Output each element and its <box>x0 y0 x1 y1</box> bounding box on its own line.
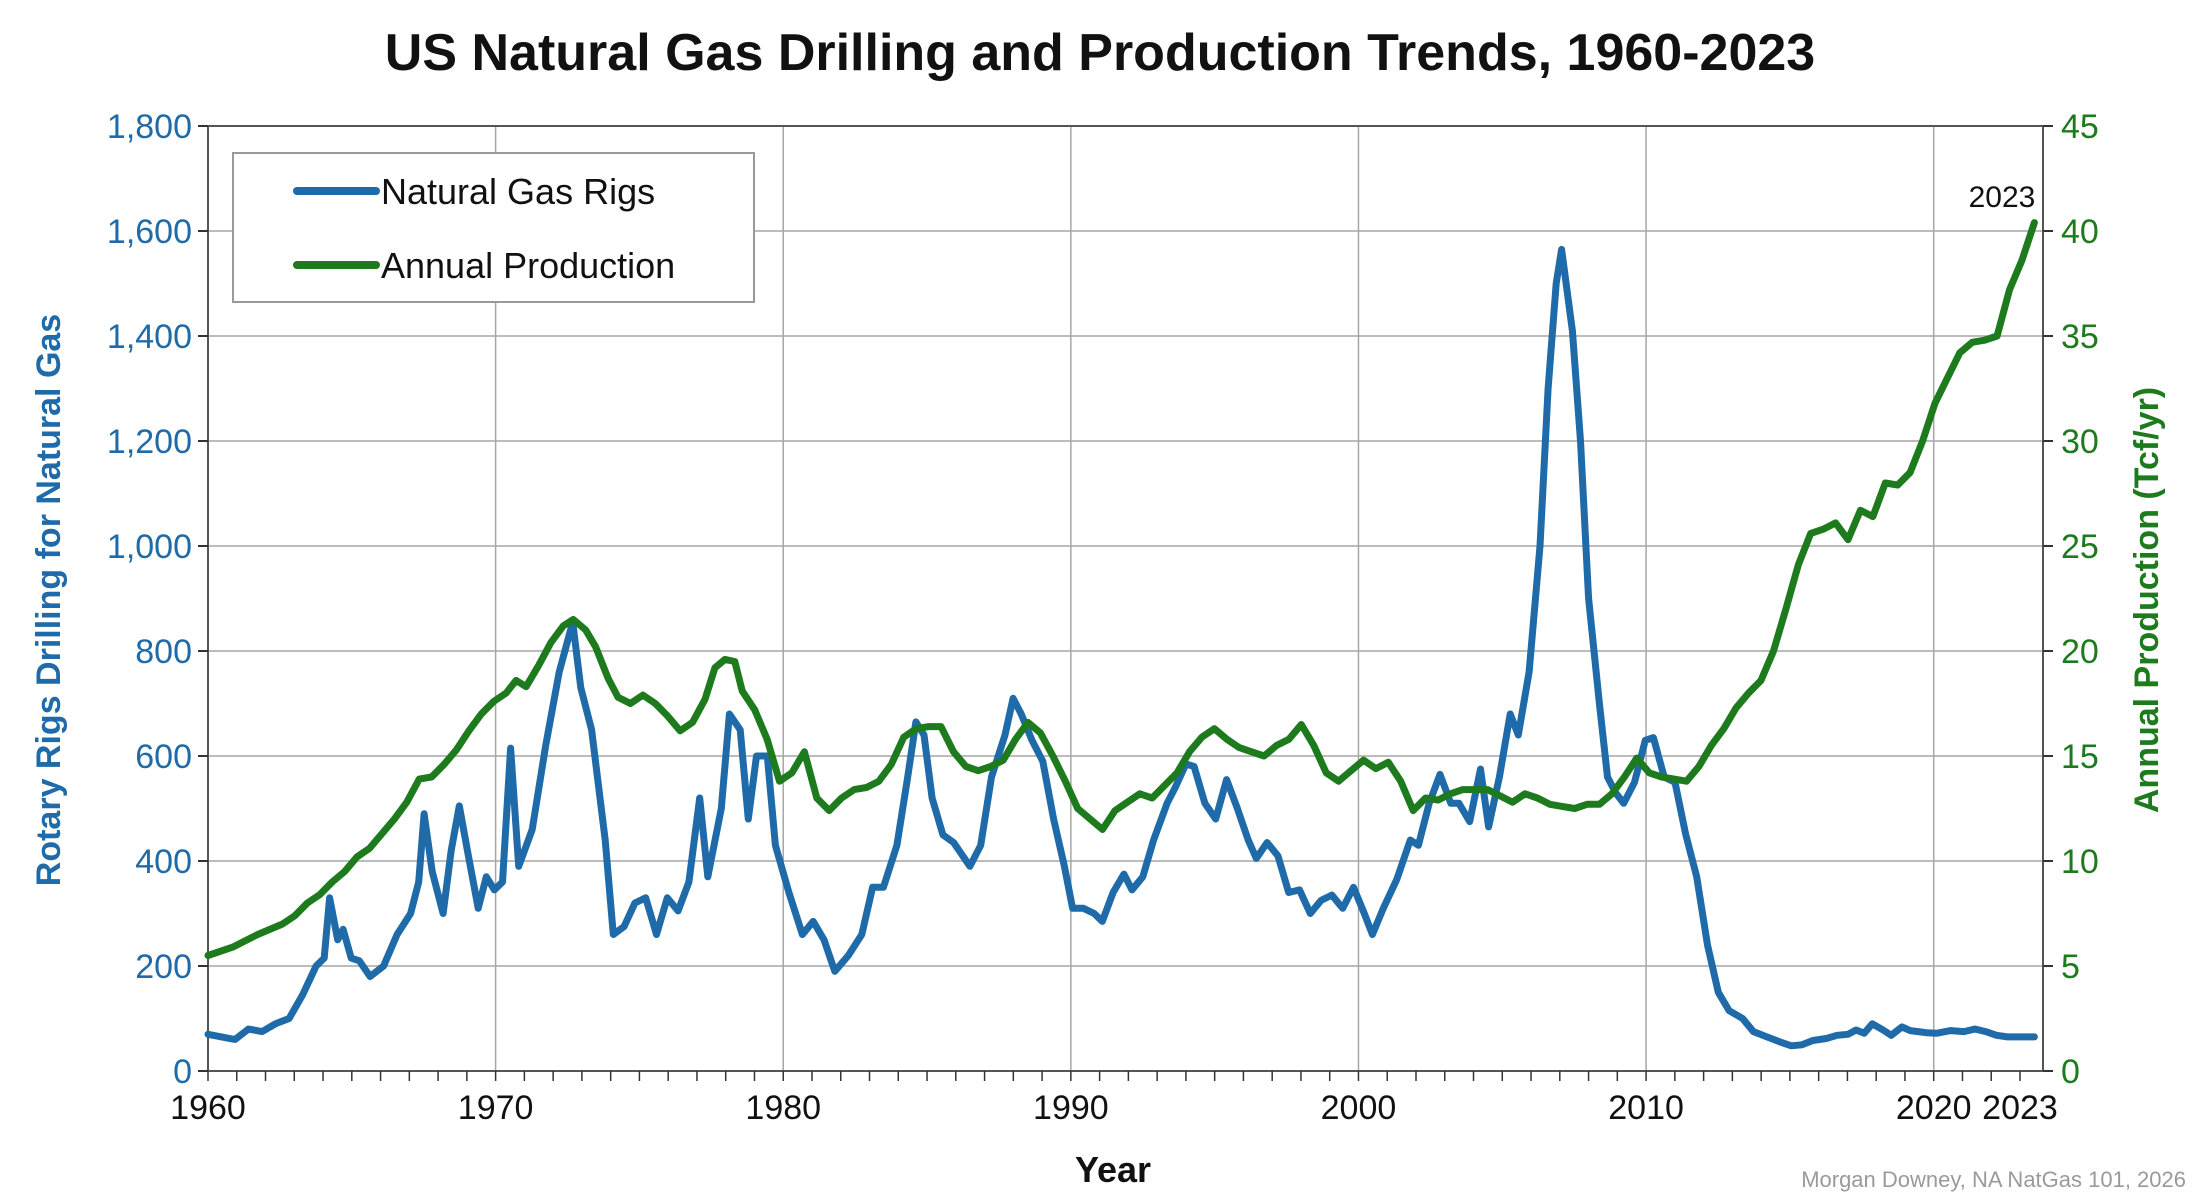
series-line-natural-gas-rigs <box>204 245 2038 1050</box>
x-tick-label: 1970 <box>458 1089 534 1127</box>
y-left-tick-label: 400 <box>135 843 192 881</box>
right-axis-title: Annual Production (Tcf/yr) <box>2128 387 2166 813</box>
legend-label-rigs: Natural Gas Rigs <box>381 171 655 212</box>
y-left-tick-label: 1,800 <box>107 108 192 146</box>
y-right-tick-label: 30 <box>2061 423 2099 461</box>
plot-frame <box>207 125 2044 1072</box>
y-right-tick-label: 35 <box>2061 318 2099 356</box>
x-tick-label: 2020 <box>1896 1089 1972 1127</box>
y-right-tick-label: 10 <box>2061 843 2099 881</box>
y-right-tick-label: 40 <box>2061 213 2099 251</box>
x-tick-label: 2010 <box>1608 1089 1684 1127</box>
y-right-tick-label: 0 <box>2061 1053 2080 1091</box>
x-tick-label: 1980 <box>745 1089 821 1127</box>
legend: Natural Gas Rigs Annual Production <box>232 152 755 303</box>
axes <box>207 125 2044 1072</box>
y-left-tick-label: 1,000 <box>107 528 192 566</box>
y-right-tick-label: 45 <box>2061 108 2099 146</box>
annotation-2023: 2023 <box>1969 181 2036 214</box>
series-line-annual-production <box>204 219 2038 959</box>
y-right-tick-label: 20 <box>2061 633 2099 671</box>
y-left-tick-label: 600 <box>135 738 192 776</box>
x-axis-title: Year <box>1075 1149 1151 1190</box>
series-layer <box>204 219 2038 1050</box>
y-left-tick-label: 1,600 <box>107 213 192 251</box>
tick-labels: 0 200 400 600 800 1,000 1,200 1,400 1,600 1,800 0 5… <box>107 108 2099 1127</box>
y-left-tick-label: 0 <box>173 1053 192 1091</box>
y-right-tick-label: 5 <box>2061 948 2080 986</box>
legend-label-production: Annual Production <box>381 245 675 286</box>
x-tick-label: 2000 <box>1321 1089 1397 1127</box>
y-right-tick-label: 15 <box>2061 738 2099 776</box>
credit-text: Morgan Downey, NA NatGas 101, 2026 <box>1801 1167 2186 1192</box>
x-tick-label: 1960 <box>170 1089 246 1127</box>
tick-marks <box>198 125 2053 1081</box>
y-left-tick-label: 800 <box>135 633 192 671</box>
chart-title: US Natural Gas Drilling and Production T… <box>385 24 1815 82</box>
y-left-tick-label: 200 <box>135 948 192 986</box>
legend-box <box>232 152 755 303</box>
y-right-tick-label: 25 <box>2061 528 2099 566</box>
x-tick-label: 2023 <box>1982 1089 2058 1127</box>
x-tick-label: 1990 <box>1033 1089 1109 1127</box>
y-left-tick-label: 1,200 <box>107 423 192 461</box>
y-left-tick-label: 1,400 <box>107 318 192 356</box>
left-axis-title: Rotary Rigs Drilling for Natural Gas <box>30 314 68 886</box>
